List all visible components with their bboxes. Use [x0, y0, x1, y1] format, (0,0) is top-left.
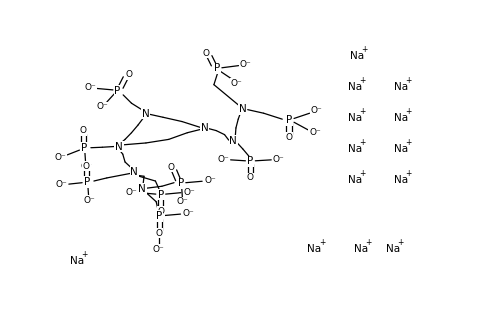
- Text: O⁻: O⁻: [84, 83, 96, 92]
- Text: +: +: [81, 250, 87, 259]
- Text: O: O: [168, 163, 175, 172]
- Text: +: +: [397, 238, 404, 247]
- Text: +: +: [359, 169, 366, 178]
- Text: O: O: [125, 70, 132, 79]
- Text: N: N: [138, 184, 146, 194]
- Text: +: +: [361, 45, 368, 54]
- Text: O: O: [203, 49, 210, 57]
- Text: +: +: [405, 76, 411, 85]
- Text: O⁻: O⁻: [205, 176, 217, 185]
- Text: +: +: [365, 238, 371, 247]
- Text: +: +: [359, 76, 366, 85]
- Text: Na: Na: [393, 144, 408, 154]
- Text: Na: Na: [307, 244, 321, 254]
- Text: O: O: [247, 173, 254, 182]
- Text: O⁻: O⁻: [83, 196, 95, 205]
- Text: O: O: [156, 229, 163, 238]
- Text: O⁻: O⁻: [240, 61, 251, 70]
- Text: O⁻: O⁻: [55, 180, 67, 189]
- Text: O⁻: O⁻: [309, 128, 321, 137]
- Text: P: P: [84, 177, 90, 187]
- Text: O: O: [157, 207, 164, 216]
- Text: N: N: [138, 184, 146, 194]
- Text: Na: Na: [348, 175, 362, 185]
- Text: Na: Na: [386, 244, 400, 254]
- Text: N: N: [200, 123, 208, 133]
- Text: P: P: [286, 115, 292, 125]
- Text: O⁻: O⁻: [217, 155, 229, 164]
- Text: P: P: [81, 143, 87, 153]
- Text: O⁻: O⁻: [183, 188, 195, 197]
- Text: Na: Na: [354, 244, 368, 254]
- Text: O⁻: O⁻: [183, 209, 195, 218]
- Text: +: +: [405, 169, 411, 178]
- Text: O⁻: O⁻: [152, 245, 164, 254]
- Text: O: O: [286, 133, 293, 142]
- Text: N: N: [142, 109, 149, 119]
- Text: O⁻: O⁻: [97, 102, 108, 111]
- Text: +: +: [359, 107, 366, 116]
- Text: N: N: [239, 104, 246, 114]
- Text: P: P: [114, 86, 121, 95]
- Text: O⁻: O⁻: [54, 153, 66, 162]
- Text: O: O: [83, 162, 90, 171]
- Text: Na: Na: [348, 82, 362, 92]
- Text: O: O: [80, 126, 87, 135]
- Text: +: +: [405, 107, 411, 116]
- Text: P: P: [214, 63, 220, 74]
- Text: N: N: [115, 142, 123, 151]
- Text: O⁻: O⁻: [273, 155, 285, 164]
- Text: P: P: [247, 156, 253, 166]
- Text: +: +: [359, 138, 366, 147]
- Text: +: +: [318, 238, 325, 247]
- Text: Na: Na: [70, 256, 84, 266]
- Text: Na: Na: [393, 82, 408, 92]
- Text: +: +: [405, 138, 411, 147]
- Text: N: N: [130, 167, 138, 177]
- Text: Na: Na: [393, 113, 408, 123]
- Text: P: P: [158, 190, 164, 200]
- Text: Na: Na: [393, 175, 408, 185]
- Text: O⁻: O⁻: [125, 188, 137, 197]
- Text: O⁻: O⁻: [177, 197, 189, 206]
- Text: Na: Na: [348, 144, 362, 154]
- Text: N: N: [229, 136, 237, 146]
- Text: P: P: [178, 178, 184, 188]
- Text: O⁻: O⁻: [231, 79, 243, 88]
- Text: P: P: [156, 211, 162, 221]
- Text: Na: Na: [350, 51, 364, 61]
- Text: O⁻: O⁻: [80, 162, 92, 171]
- Text: Na: Na: [348, 113, 362, 123]
- Text: O⁻: O⁻: [311, 106, 322, 115]
